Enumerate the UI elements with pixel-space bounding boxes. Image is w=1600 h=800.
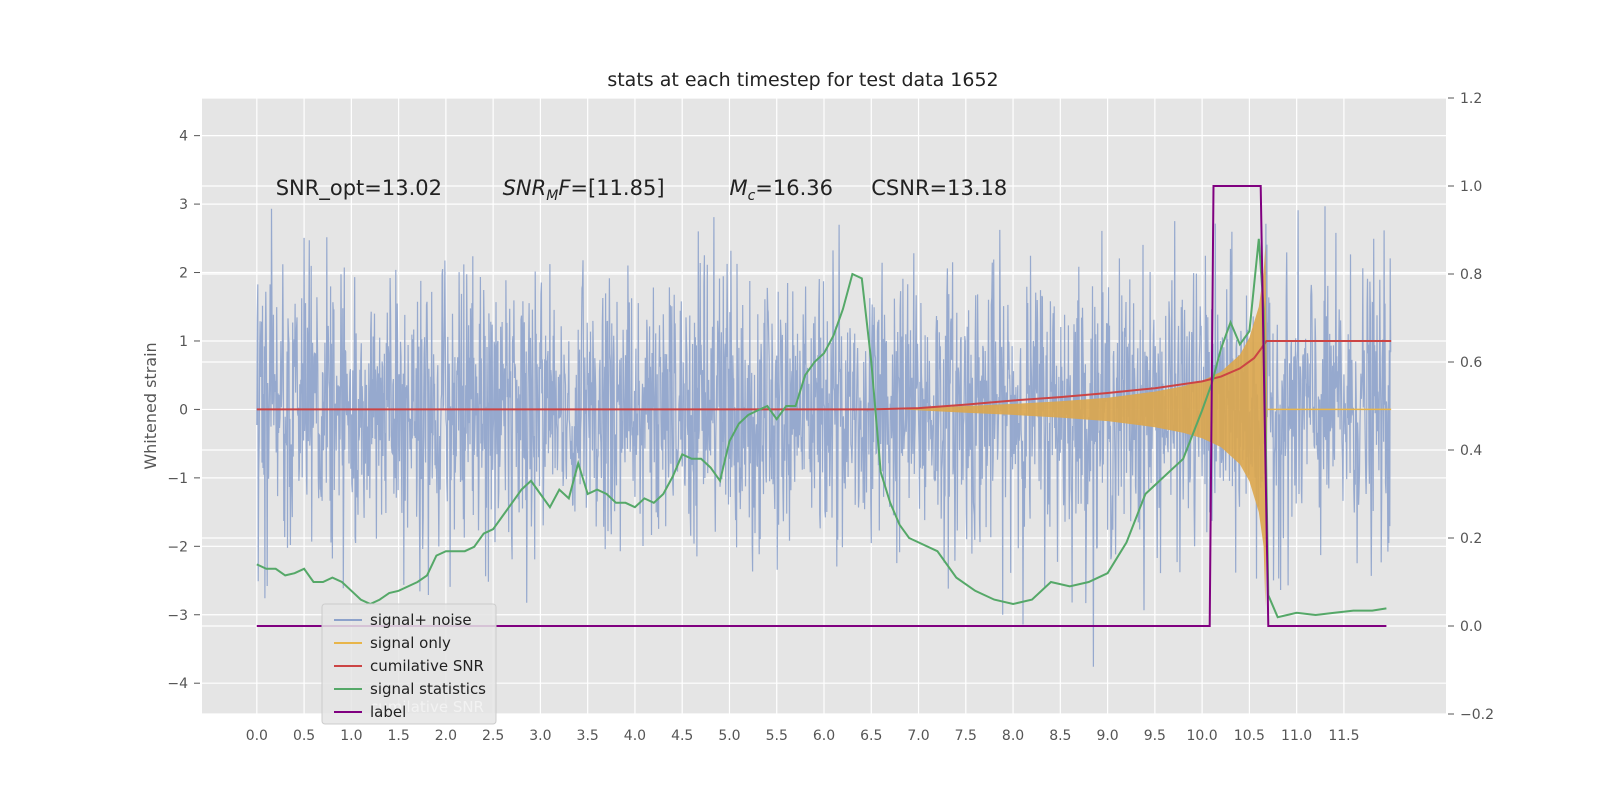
- y-tick-label: 3: [179, 197, 188, 213]
- x-tick-label: 8.0: [1002, 728, 1024, 744]
- series-label: [256, 185, 1387, 627]
- x-tick-label: 5.0: [718, 728, 740, 744]
- annotation: SNR_opt=13.02: [276, 176, 442, 201]
- y-right-tick-label: 0.0: [1460, 619, 1482, 635]
- y-right-tick-label: 0.8: [1460, 267, 1482, 283]
- y-tick-label: −1: [167, 471, 188, 487]
- x-tick-label: 1.5: [387, 728, 409, 744]
- x-tick-label: 9.5: [1144, 728, 1166, 744]
- x-tick-label: 10.5: [1234, 728, 1265, 744]
- y-tick-label: 1: [179, 334, 188, 350]
- y-tick-label: 0: [179, 402, 188, 418]
- x-tick-label: 6.5: [860, 728, 882, 744]
- y-right-tick-label: 0.6: [1460, 355, 1482, 371]
- x-tick-label: 6.0: [813, 728, 835, 744]
- x-tick-label: 3.0: [529, 728, 551, 744]
- x-tick-label: 3.5: [577, 728, 599, 744]
- y-tick-label: −2: [167, 539, 188, 555]
- annotation: SNRMF=[11.85]: [503, 176, 665, 204]
- legend-entry: signal statistics: [370, 680, 486, 698]
- y-right-tick-label: 1.2: [1460, 91, 1482, 107]
- x-tick-label: 4.0: [624, 728, 646, 744]
- y-right-tick-label: 0.2: [1460, 531, 1482, 547]
- x-tick-label: 7.0: [907, 728, 929, 744]
- annotations: SNR_opt=13.02 SNRMF=[11.85] Mc=16.36 CSNR=1…: [276, 176, 1008, 204]
- legend: cumilative SNR signal+ noise signal only c…: [321, 603, 497, 725]
- x-tick-label: 0.0: [246, 728, 268, 744]
- y-axis-ticks: 4 3 2 1 0 −1 −2 −3 −4: [167, 129, 200, 692]
- series-signal-statistics: [256, 238, 1387, 619]
- chart-title: stats at each timestep for test data 165…: [607, 69, 998, 91]
- y-tick-label: 2: [179, 266, 188, 282]
- y-axis-right-ticks: 1.2 1.0 0.8 0.6 0.4 0.2 0.0 −0.2: [1448, 91, 1494, 723]
- x-tick-label: 5.5: [766, 728, 788, 744]
- y-tick-label: −4: [167, 676, 188, 692]
- legend-entry: label: [370, 703, 406, 721]
- y-tick-label: −3: [167, 608, 188, 624]
- series-cumulative-snr: [256, 340, 1392, 411]
- y-right-tick-label: 0.4: [1460, 443, 1482, 459]
- legend-entry: cumilative SNR: [370, 657, 484, 675]
- annotation: Mc=16.36: [729, 176, 833, 204]
- legend-ghost-text: cumilative SNR: [370, 698, 484, 716]
- y-tick-label: 4: [179, 129, 188, 145]
- x-tick-label: 2.0: [435, 728, 457, 744]
- x-tick-label: 7.5: [955, 728, 977, 744]
- x-axis-ticks: 0.0 0.5 1.0 1.5 2.0 2.5 3.0 3.5 4.0 4.5 5.0 5.5 6.0 6…: [246, 728, 1360, 744]
- x-tick-label: 11.0: [1281, 728, 1312, 744]
- annotation: CSNR=13.18: [871, 176, 1007, 200]
- x-tick-label: 8.5: [1049, 728, 1071, 744]
- x-tick-label: 2.5: [482, 728, 504, 744]
- x-tick-label: 0.5: [293, 728, 315, 744]
- legend-entry: signal only: [370, 634, 451, 652]
- series-signal-noise: [256, 206, 1392, 667]
- y-right-tick-label: −0.2: [1460, 707, 1494, 723]
- y-axis-label: Whitened strain: [141, 342, 160, 469]
- y-right-tick-label: 1.0: [1460, 179, 1482, 195]
- series-signal-only-fill: [899, 245, 1268, 607]
- x-tick-label: 9.0: [1096, 728, 1118, 744]
- x-tick-label: 11.5: [1328, 728, 1359, 744]
- legend-entry: signal+ noise: [370, 611, 472, 629]
- x-tick-label: 1.0: [340, 728, 362, 744]
- x-tick-label: 4.5: [671, 728, 693, 744]
- legend-box: [321, 603, 497, 725]
- x-tick-label: 10.0: [1187, 728, 1218, 744]
